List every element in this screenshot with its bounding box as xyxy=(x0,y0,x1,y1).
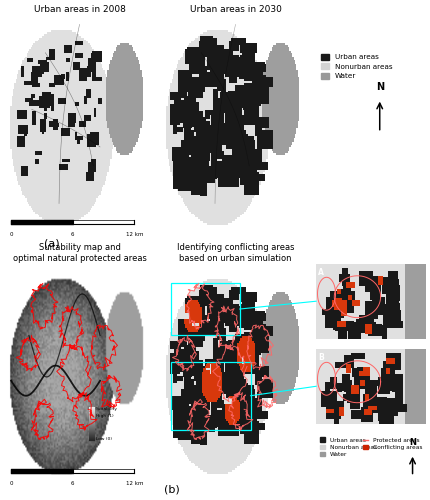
Title: Identifying conflicting areas
based on urban simulation: Identifying conflicting areas based on u… xyxy=(177,243,294,263)
Text: 6: 6 xyxy=(71,232,74,237)
Title: Suitability map and
optimal natural protected areas: Suitability map and optimal natural prot… xyxy=(12,243,147,263)
Title: Urban areas in 2030: Urban areas in 2030 xyxy=(190,5,282,14)
Bar xyxy=(73,470,134,473)
Text: 0: 0 xyxy=(9,480,13,486)
Text: 12 km: 12 km xyxy=(126,232,143,237)
Text: 6: 6 xyxy=(71,480,74,486)
Bar xyxy=(11,220,73,224)
Text: A: A xyxy=(318,268,324,278)
Bar xyxy=(171,362,251,430)
Text: (a): (a) xyxy=(44,238,59,248)
Legend: Urban areas, Nonurban areas, Water: Urban areas, Nonurban areas, Water xyxy=(320,52,394,80)
Text: 0: 0 xyxy=(9,232,13,237)
Text: N: N xyxy=(409,438,416,447)
Text: Low (0): Low (0) xyxy=(96,437,112,441)
Bar xyxy=(73,220,134,224)
Bar xyxy=(171,282,240,336)
Text: High (1): High (1) xyxy=(96,414,114,418)
Text: B: B xyxy=(318,354,324,362)
Text: (b): (b) xyxy=(164,485,180,495)
Bar xyxy=(11,470,73,473)
Text: 12 km: 12 km xyxy=(126,480,143,486)
Legend: Protected areas, Conflicting areas: Protected areas, Conflicting areas xyxy=(362,437,423,450)
Text: Suitability: Suitability xyxy=(96,407,118,411)
Text: N: N xyxy=(376,82,384,92)
Title: Urban areas in 2008: Urban areas in 2008 xyxy=(34,5,126,14)
